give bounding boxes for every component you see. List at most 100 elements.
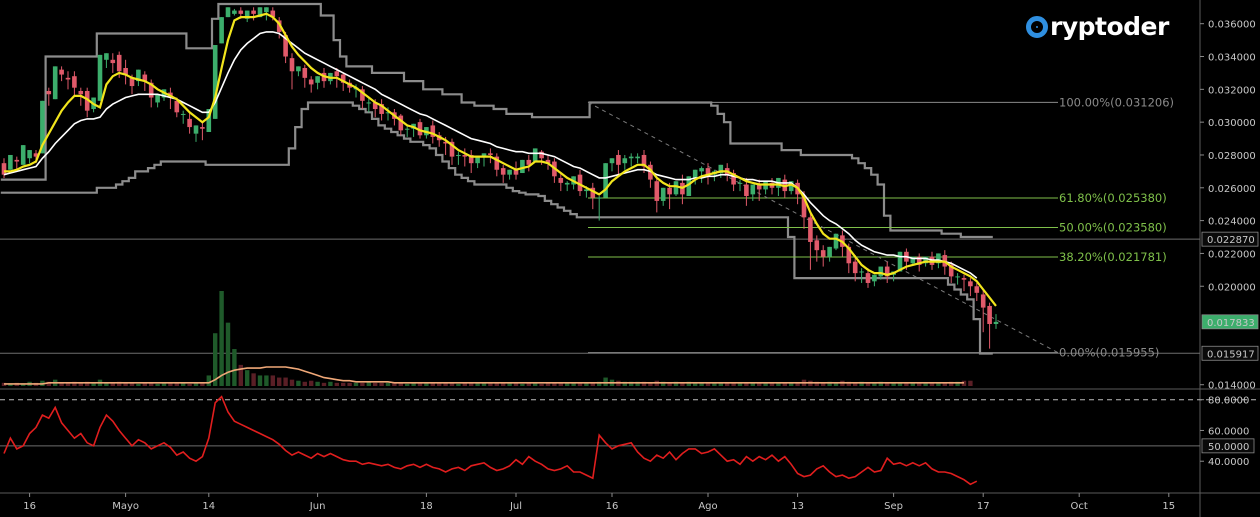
candle-body [468, 154, 474, 164]
volume-bar [469, 382, 474, 386]
candle-body [129, 77, 135, 87]
candle-body [72, 76, 77, 88]
volume-bar [302, 381, 307, 386]
candle-body [372, 102, 378, 110]
candle-body [180, 113, 186, 115]
candle-body [308, 79, 314, 85]
time-tick-label: Ago [698, 501, 717, 512]
candle-body [718, 164, 724, 174]
candle-body [923, 256, 928, 264]
volume-bar [667, 382, 672, 386]
volume-bar [590, 382, 595, 386]
candle-body [564, 182, 570, 185]
candle-body [456, 154, 461, 156]
candle-body [545, 159, 551, 164]
volume-bar [149, 382, 154, 386]
candle-body [481, 153, 487, 157]
candle-body [46, 90, 52, 95]
fib-level-label: 0.00%(0.015955) [1059, 346, 1159, 360]
candle-body [705, 168, 711, 177]
volume-bar [507, 382, 512, 386]
time-tick-label: Mayo [112, 501, 139, 512]
volume-bar [629, 381, 634, 386]
candle-body [84, 90, 90, 111]
candle-body [270, 10, 276, 18]
volume-bar [846, 381, 851, 386]
candle-body [584, 189, 589, 192]
volume-bar [955, 381, 960, 386]
time-tick-label: 16 [23, 501, 36, 512]
volume-bar [481, 382, 487, 386]
volume-bar [283, 377, 288, 386]
candle-body [33, 153, 39, 157]
time-axis[interactable]: 16 Mayo 14 Jun 18 Jul 16 Ago 13 Sep 17 Oct 15 [23, 493, 1175, 512]
candle-body [148, 82, 154, 98]
volume-bar [353, 382, 359, 386]
volume-bar [347, 382, 352, 386]
channel-lower-line [0, 101, 993, 355]
candle-body [987, 305, 992, 324]
low-price-label-box [1201, 345, 1259, 361]
volume-bar [725, 382, 730, 386]
candle-body [507, 169, 512, 175]
candle-body [206, 109, 212, 132]
volume-bar [334, 382, 339, 386]
volume-bar [885, 382, 890, 386]
volume-bar [181, 382, 186, 386]
candle-body [59, 69, 64, 75]
candle-body [244, 10, 250, 19]
candle-body [142, 74, 148, 82]
candle-body [232, 10, 237, 14]
candle-body [264, 7, 269, 13]
volume-bar [686, 381, 691, 386]
candle-body [174, 100, 180, 113]
candle-body [334, 71, 340, 77]
volume-bar [270, 375, 275, 386]
candle-body [302, 68, 308, 78]
candle-body [609, 158, 615, 164]
volume-bar [494, 382, 499, 386]
current-price-label-box [1201, 314, 1259, 330]
candle-body [616, 154, 621, 165]
rsi-panel [0, 395, 1260, 486]
volume-bar [251, 373, 256, 386]
time-tick-label: 14 [202, 501, 215, 512]
candle-body [936, 253, 941, 264]
rsi-tick-label: 80.0000 [1208, 396, 1249, 407]
candle-body [974, 286, 980, 293]
price-tick-label: 0.014000 [1208, 381, 1256, 392]
volume-bar [21, 383, 26, 386]
candle-body [513, 169, 519, 175]
volume-bar [814, 381, 819, 386]
price-axis[interactable]: 0.036000 0.034000 0.032000 0.030000 0.028000… [1200, 20, 1259, 469]
candle-body [27, 150, 32, 159]
volume-bar [155, 383, 160, 386]
volume-bar [622, 381, 627, 386]
candle-body [283, 35, 288, 57]
volume-bar [104, 382, 109, 386]
candle-body [225, 7, 231, 18]
volume-bar [392, 382, 397, 386]
candle-body [980, 294, 986, 308]
volume-bar [750, 382, 755, 386]
volume-bar [648, 382, 653, 386]
volume-bar [277, 377, 282, 386]
volume-bar [571, 382, 576, 386]
candle-body [212, 45, 218, 119]
candle-body [590, 187, 596, 198]
rsi-tick-label: 50.0000 [1208, 442, 1249, 453]
fib-level-label: 38.20%(0.021781) [1059, 250, 1167, 264]
candle-body [52, 66, 58, 100]
candle-body [699, 168, 704, 172]
volume-bar [949, 381, 954, 386]
candle-body [833, 233, 839, 249]
candle-body [200, 127, 205, 129]
volume-bar [59, 382, 64, 386]
volume-bar [929, 382, 935, 386]
volume-bar [462, 382, 467, 386]
candle-body [238, 10, 244, 14]
candle-body [654, 181, 660, 201]
candle-body [635, 156, 640, 159]
volume-bar [552, 382, 557, 386]
